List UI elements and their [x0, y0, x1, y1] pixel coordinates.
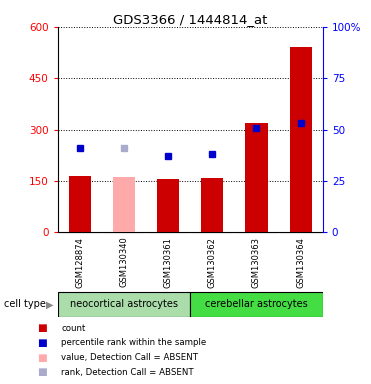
- Text: ■: ■: [37, 338, 47, 348]
- Text: GSM130362: GSM130362: [208, 237, 217, 288]
- Text: GSM128874: GSM128874: [75, 237, 84, 288]
- Bar: [201, 178, 223, 232]
- Text: value, Detection Call = ABSENT: value, Detection Call = ABSENT: [61, 353, 198, 362]
- Bar: [69, 176, 91, 232]
- Text: cell type: cell type: [4, 299, 46, 310]
- Bar: [290, 47, 312, 232]
- Bar: [245, 123, 267, 232]
- Text: GSM130361: GSM130361: [164, 237, 173, 288]
- Text: GSM130363: GSM130363: [252, 237, 261, 288]
- Text: GSM130364: GSM130364: [296, 237, 305, 288]
- Title: GDS3366 / 1444814_at: GDS3366 / 1444814_at: [113, 13, 267, 26]
- Text: count: count: [61, 324, 86, 333]
- Text: percentile rank within the sample: percentile rank within the sample: [61, 338, 207, 348]
- Text: ■: ■: [37, 353, 47, 362]
- Text: rank, Detection Call = ABSENT: rank, Detection Call = ABSENT: [61, 367, 194, 377]
- Text: ▶: ▶: [46, 299, 54, 310]
- Text: cerebellar astrocytes: cerebellar astrocytes: [205, 299, 308, 310]
- Text: ■: ■: [37, 323, 47, 333]
- Text: GSM130340: GSM130340: [119, 237, 128, 288]
- Bar: [58, 292, 190, 317]
- Text: neocortical astrocytes: neocortical astrocytes: [70, 299, 178, 310]
- Bar: [190, 292, 323, 317]
- Text: ■: ■: [37, 367, 47, 377]
- Bar: [113, 177, 135, 232]
- Bar: [157, 179, 179, 232]
